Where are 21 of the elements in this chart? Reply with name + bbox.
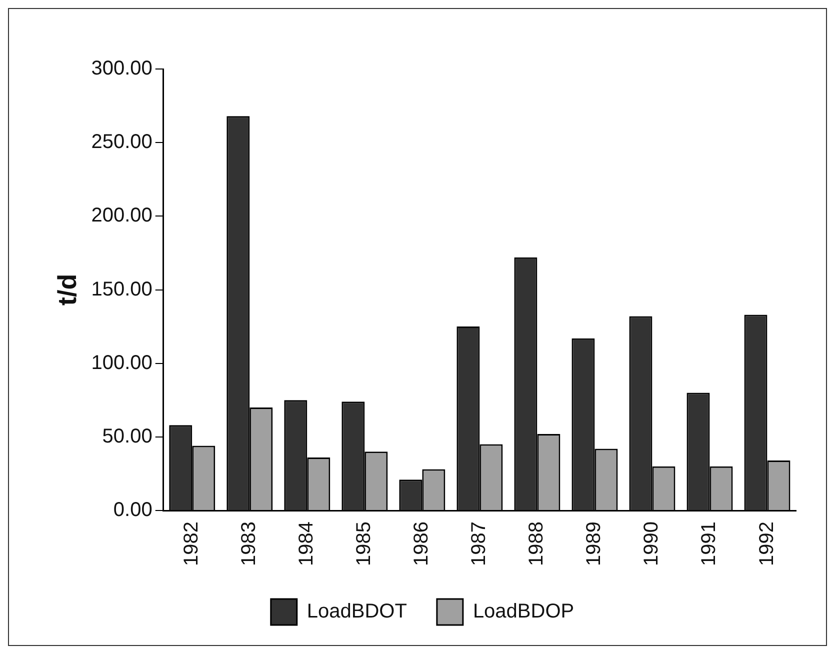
x-tick-label: 1988 (526, 522, 548, 566)
x-tick-label: 1992 (756, 522, 778, 566)
y-tick-label: 0.00 (113, 499, 152, 522)
x-tick-label: 1990 (640, 522, 663, 566)
x-tick-label: 1983 (238, 522, 260, 566)
y-tick-label: 300.00 (91, 58, 152, 80)
x-tick-label: 1987 (468, 522, 490, 566)
y-axis-title: t/d (52, 274, 82, 306)
y-tick-label: 100.00 (91, 352, 152, 374)
legend-label: LoadBDOP (472, 600, 574, 623)
x-tick-label: 1986 (410, 522, 433, 566)
x-tick-label: 1984 (296, 522, 318, 566)
legend-label: LoadBDOT (306, 600, 407, 623)
y-tick-label: 150.00 (91, 278, 152, 300)
x-tick-label: 1982 (180, 522, 203, 566)
x-tick-label: 1991 (698, 522, 720, 566)
x-tick-label: 1985 (353, 522, 376, 566)
x-tick-label: 1989 (583, 522, 606, 566)
y-tick-label: 50.00 (102, 425, 152, 448)
y-tick-label: 250.00 (91, 131, 152, 154)
y-tick-label: 200.00 (91, 204, 152, 227)
